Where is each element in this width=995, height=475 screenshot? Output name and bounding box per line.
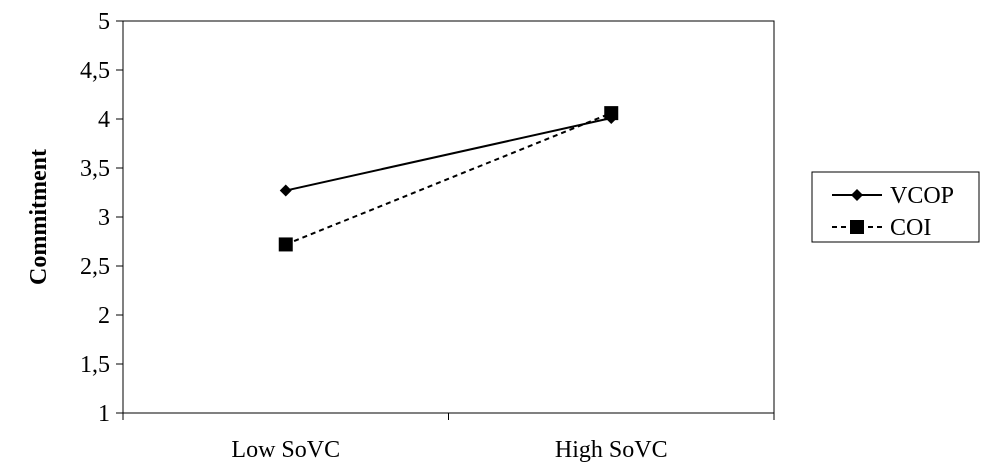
y-tick-label: 3: [98, 205, 110, 231]
legend-marker-vcop: [851, 189, 863, 201]
series-layer: [278, 106, 619, 252]
y-tick-label: 1,5: [80, 352, 110, 378]
plot-area: [122, 20, 775, 414]
y-tick-label: 2: [98, 303, 110, 329]
x-tick-label: High SoVC: [555, 437, 668, 463]
x-axis-ticks: Low SoVC High SoVC: [122, 413, 775, 463]
y-tick-label: 3,5: [80, 156, 110, 182]
y-tick-label: 1: [98, 401, 110, 427]
legend-box: [811, 171, 980, 243]
y-tick-label: 4,5: [80, 58, 110, 84]
data-point-vcop: [279, 184, 292, 197]
x-tick-label: Low SoVC: [231, 437, 340, 463]
y-axis-title: Commitment: [26, 149, 52, 285]
data-point-coi: [278, 237, 293, 252]
y-tick-label: 2,5: [80, 254, 110, 280]
y-tick-label: 4: [98, 107, 110, 133]
y-tick-label: 5: [98, 9, 110, 35]
series-line-vcop: [285, 117, 612, 192]
series-line-coi: [285, 112, 612, 246]
data-point-coi: [604, 106, 619, 121]
legend-label-coi: COI: [890, 215, 931, 241]
legend-marker-coi: [850, 220, 864, 234]
y-axis-ticks: 1 1,5 2 2,5 3 3,5 4 4,5 5: [80, 9, 123, 427]
legend-label-vcop: VCOP: [890, 183, 954, 209]
legend: VCOP COI: [811, 171, 980, 243]
